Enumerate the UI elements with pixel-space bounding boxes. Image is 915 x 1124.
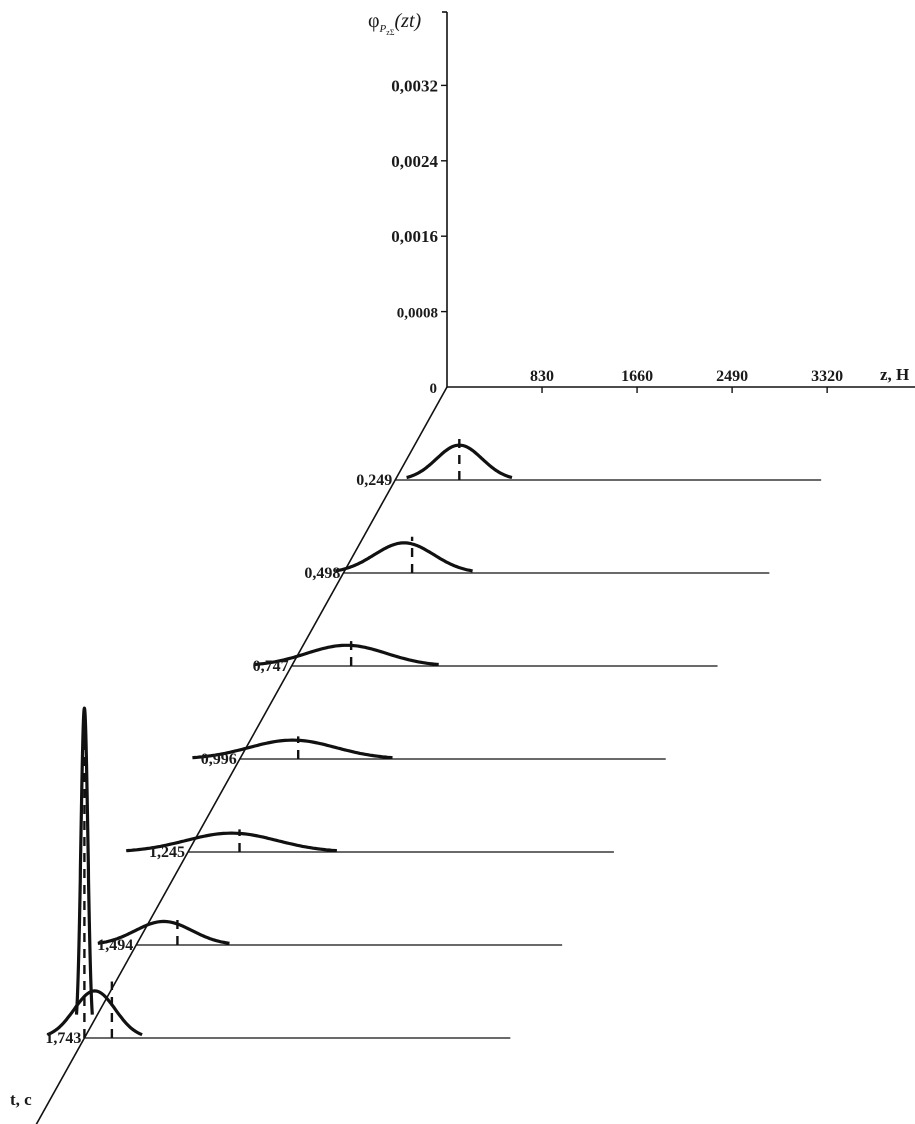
t-tick-label: 1,494 xyxy=(97,937,133,954)
t-tick-label: 1,743 xyxy=(45,1030,81,1047)
density-curve xyxy=(254,643,439,667)
t-tick-label: 1,245 xyxy=(149,844,185,861)
baselines xyxy=(84,479,822,1039)
x-axis-title: z, H xyxy=(880,365,909,384)
x-tick-label: 2490 xyxy=(716,368,748,385)
t-tick-label: 0,249 xyxy=(356,472,392,489)
y-tick-label: 0,0008 xyxy=(397,306,438,322)
t-tick-label: 0,747 xyxy=(253,658,289,675)
x-tick-label: 3320 xyxy=(811,368,843,385)
t-axis-line xyxy=(35,386,448,1124)
t-tick-label: 0,498 xyxy=(304,565,340,582)
x-tick-label: 1660 xyxy=(621,368,653,385)
t-axis-title: t, c xyxy=(10,1090,32,1109)
density-curve xyxy=(335,541,473,573)
y-tick-label: 0,0016 xyxy=(391,227,438,246)
curves xyxy=(46,443,513,1037)
labels: 0 0,0008 0,0016 0,0024 0,0032 830 1660 2490 3320… xyxy=(45,76,843,1047)
y-tick-label: 0 xyxy=(430,381,438,397)
density-curve xyxy=(46,989,143,1037)
axes xyxy=(35,11,915,1124)
narrow-density-curve xyxy=(74,706,94,1015)
x-tick-label: 830 xyxy=(530,368,554,385)
density-curve xyxy=(192,738,393,760)
density-curve xyxy=(97,919,230,945)
density-curve xyxy=(126,831,338,853)
y-tick-label: 0,0024 xyxy=(391,152,438,171)
t-tick-label: 0,996 xyxy=(201,751,237,768)
y-axis-title: φPzΣ(zt) xyxy=(368,10,422,37)
y-tick-label: 0,0032 xyxy=(391,76,438,95)
mean-lines xyxy=(83,438,461,1038)
